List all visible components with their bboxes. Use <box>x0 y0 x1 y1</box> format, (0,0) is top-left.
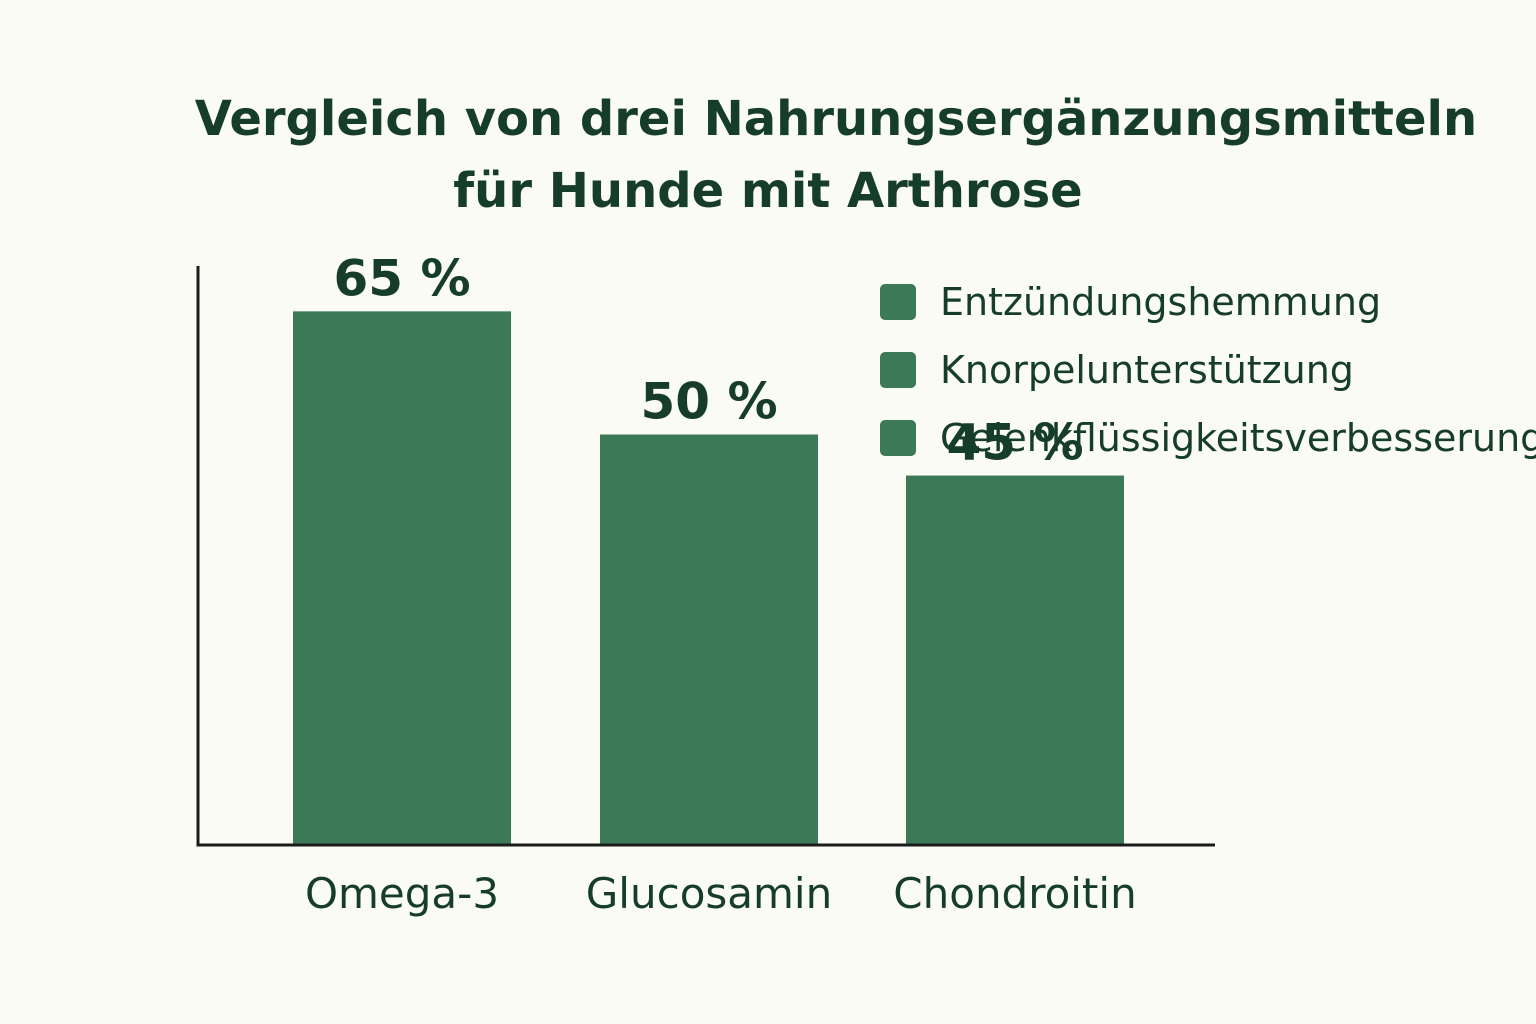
bar-glucosamin <box>600 434 818 844</box>
legend-label: Entzündungshemmung <box>940 280 1382 324</box>
chart-title-line-1: Vergleich von drei Nahrungsergänzungsmit… <box>194 91 1478 147</box>
legend-item: Entzündungshemmung <box>880 280 1536 324</box>
category-label: Chondroitin <box>893 869 1136 918</box>
value-label: 65 % <box>333 249 470 307</box>
legend-label: Gelenkflüssigkeitsverbesserung <box>940 416 1536 460</box>
value-label: 45 % <box>946 414 1083 472</box>
legend-swatch <box>880 420 916 456</box>
legend-swatch <box>880 284 916 320</box>
legend-item: Knorpelunterstützung <box>880 348 1536 392</box>
legend-label: Knorpelunterstützung <box>940 348 1354 392</box>
legend: Entzündungshemmung Knorpelunterstützung Ge… <box>880 280 1536 486</box>
legend-item: Gelenkflüssigkeitsverbesserung <box>880 416 1536 460</box>
chart-title-line-2: für Hunde mit Arthrose <box>453 163 1083 219</box>
category-label: Omega-3 <box>305 869 499 918</box>
bar-chondroitin <box>906 475 1124 844</box>
legend-swatch <box>880 352 916 388</box>
value-label: 50 % <box>640 373 777 431</box>
bar-omega-3 <box>293 311 511 844</box>
category-label: Glucosamin <box>586 869 832 918</box>
